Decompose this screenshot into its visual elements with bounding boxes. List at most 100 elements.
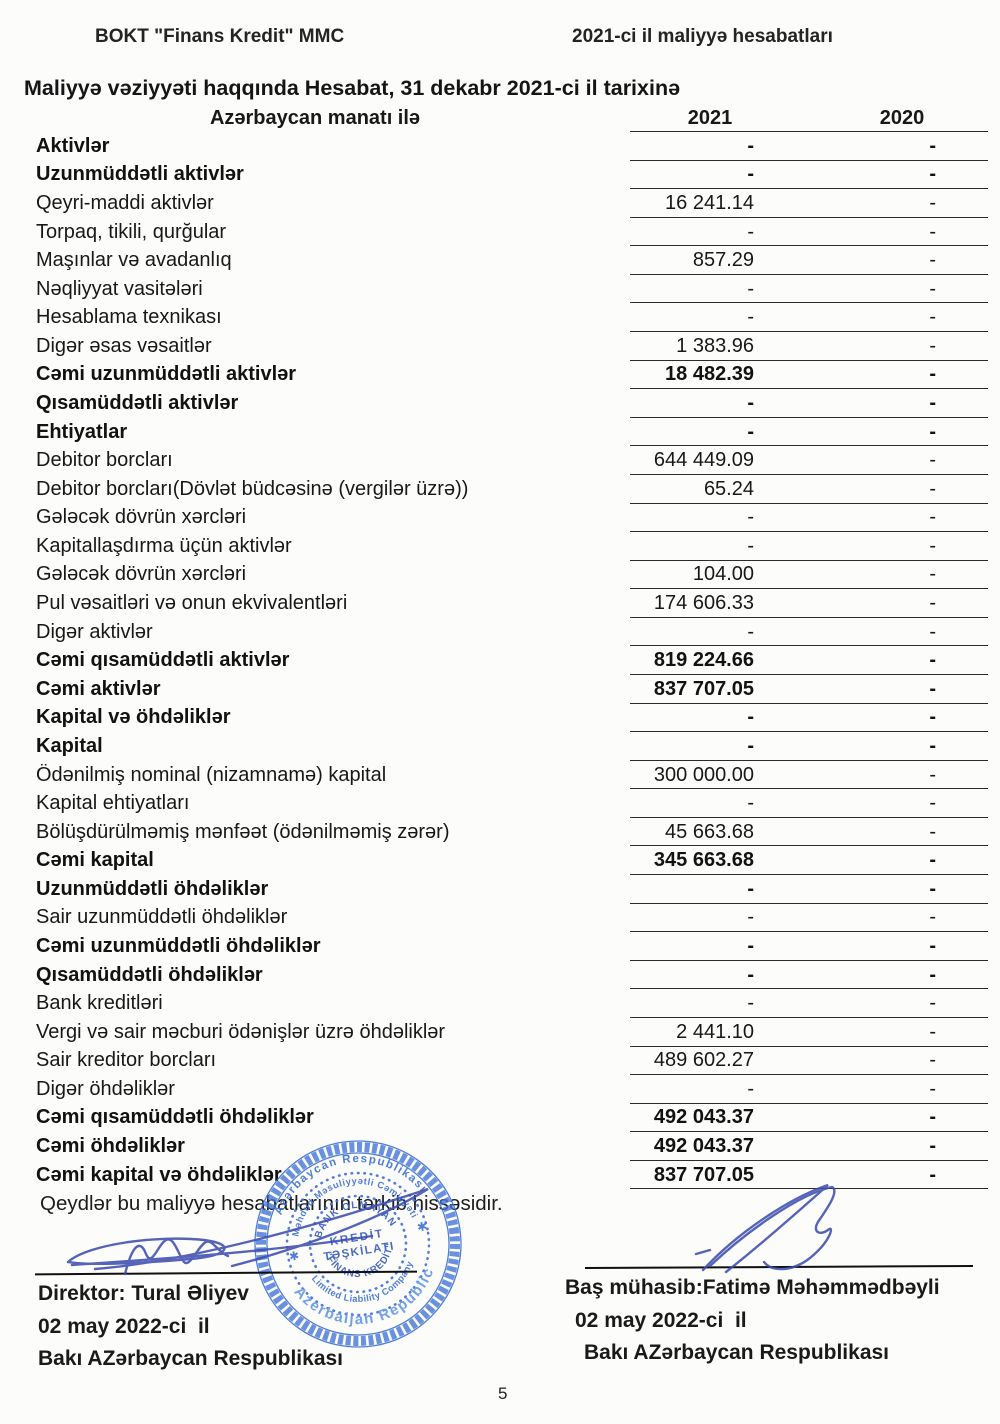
header-underline: [630, 131, 988, 132]
row-underline: [630, 1074, 988, 1076]
row-underline: [630, 559, 988, 561]
row-label: Pul vəsaitləri və onun ekvivalentləri: [36, 592, 348, 615]
value-2021: 345 663.68: [653, 849, 754, 872]
value-2021: -: [747, 534, 754, 557]
table-row: Ehtiyatlar - -: [0, 418, 988, 447]
value-2021: -: [747, 420, 754, 443]
table-row: Cəmi kapital 345 663.68 -: [0, 846, 988, 876]
row-label: Ehtiyatlar: [36, 420, 128, 443]
value-2020: -: [929, 306, 936, 329]
table-row: Kapital və öhdəliklər - -: [0, 704, 988, 733]
value-2021: -: [747, 963, 754, 986]
row-label: Torpaq, tikili, qurğular: [36, 220, 227, 243]
value-2021: 300 000.00: [653, 763, 754, 786]
value-2020: -: [929, 1020, 936, 1043]
row-label: Debitor borcları(Dövlət büdcəsinə (vergi…: [36, 477, 469, 500]
value-2021: 104.00: [692, 563, 754, 586]
row-underline: [630, 445, 988, 447]
table-row: Uzunmüddətli öhdəliklər - -: [0, 875, 988, 904]
row-underline: [630, 759, 988, 761]
row-label: Sair kreditor borcları: [36, 1049, 217, 1072]
report-set-title: 2021-ci il maliyyə hesabatları: [572, 26, 833, 47]
row-underline: [630, 616, 988, 618]
table-row: Aktivlər - -: [0, 132, 988, 161]
value-2020: -: [929, 363, 936, 386]
value-2021: 857.29: [692, 249, 754, 272]
row-label: Vergi və sair məcburi ödənişlər üzrə öhd…: [36, 1020, 446, 1043]
value-2020: -: [929, 163, 936, 186]
value-2020: -: [929, 877, 936, 900]
row-underline: [630, 159, 988, 161]
value-2021: 819 224.66: [653, 649, 754, 672]
table-row: Qısamüddətli öhdəliklər - -: [0, 961, 988, 990]
row-underline: [630, 874, 988, 876]
row-label: Nəqliyyat vasitələri: [36, 277, 203, 300]
row-label: Qısamüddətli aktivlər: [36, 391, 239, 414]
row-underline: [630, 359, 988, 361]
value-2021: -: [747, 620, 754, 643]
page-title: Maliyyə vəziyyəti haqqında Hesabat, 31 d…: [24, 76, 681, 100]
value-2021: -: [747, 934, 754, 957]
page-number: 5: [498, 1384, 508, 1403]
value-2021: -: [747, 277, 754, 300]
table-row: Cəmi kapital və öhdəliklər 837 707.05 -: [0, 1161, 988, 1190]
row-label: Kapital və öhdəliklər: [36, 706, 231, 729]
value-2021: -: [747, 906, 754, 929]
row-label: Bank kreditləri: [36, 992, 163, 1015]
value-2020: -: [929, 134, 936, 157]
row-label: Cəmi qısamüddətli öhdəliklər: [36, 1106, 314, 1129]
value-2021: -: [747, 163, 754, 186]
value-2020: -: [929, 906, 936, 929]
row-underline: [630, 1188, 988, 1190]
row-label: Bölüşdürülməmiş mənfəət (ödənilməmiş zər…: [36, 820, 450, 843]
value-2021: -: [747, 506, 754, 529]
column-header-2021: 2021: [687, 106, 733, 129]
table-row: Sair uzunmüddətli öhdəliklər - -: [0, 904, 988, 933]
director-name: Direktor: Tural Əliyev: [38, 1282, 249, 1305]
row-underline: [630, 673, 988, 675]
table-row: Digər aktivlər - -: [0, 618, 988, 647]
row-label: Gələcək dövrün xərcləri: [36, 506, 247, 529]
row-label: Digər öhdəliklər: [36, 1077, 175, 1100]
row-label: Cəmi kapital və öhdəliklər: [36, 1163, 282, 1186]
row-underline: [630, 816, 988, 818]
table-body: Aktivlər - - Uzunmüddətli aktivlər - - Q…: [0, 132, 988, 1190]
value-2020: -: [929, 1135, 936, 1158]
stamp-star-right-icon: ✱: [416, 1219, 428, 1234]
row-label: Hesablama texnikası: [36, 306, 222, 329]
table-row: Vergi və sair məcburi ödənişlər üzrə öhd…: [0, 1018, 988, 1047]
row-label: Digər əsas vəsaitlər: [36, 334, 212, 357]
table-row: Cəmi aktivlər 837 707.05 -: [0, 675, 988, 704]
table-row: Qeyri-maddi aktivlər 16 241.14 -: [0, 189, 988, 218]
row-underline: [630, 388, 988, 390]
table-row: Debitor borcları 644 449.09 -: [0, 446, 988, 475]
row-underline: [630, 1102, 988, 1104]
row-underline: [630, 1016, 988, 1018]
row-label: Maşınlar və avadanlıq: [36, 249, 232, 272]
value-2020: -: [929, 277, 936, 300]
row-label: Kapital: [36, 734, 103, 757]
row-label: Debitor borcları: [36, 449, 173, 472]
row-underline: [630, 702, 988, 704]
row-label: Kapital ehtiyatları: [36, 792, 190, 815]
table-row: Cəmi uzunmüddətli öhdəliklər - -: [0, 932, 988, 961]
table-row: Cəmi öhdəliklər 492 043.37 -: [0, 1132, 988, 1161]
row-underline: [630, 931, 988, 933]
row-underline: [630, 788, 988, 790]
table-row: Kapitallaşdırma üçün aktivlər - -: [0, 532, 988, 561]
value-2020: -: [929, 1049, 936, 1072]
director-location: Bakı AZərbaycan Respublikası: [38, 1347, 344, 1370]
row-label: Uzunmüddətli öhdəliklər: [36, 877, 269, 900]
row-underline: [630, 531, 988, 533]
value-2021: 18 482.39: [665, 363, 754, 386]
value-2021: -: [747, 1077, 754, 1100]
chief-accountant-block: Baş mühasib:Fatimə Məhəmmədbəyli 02 may …: [565, 1272, 940, 1370]
table-row: Cəmi uzunmüddətli aktivlər 18 482.39 -: [0, 361, 988, 390]
value-2020: -: [929, 220, 936, 243]
value-2020: -: [929, 506, 936, 529]
stamp-star-left-icon: ✱: [288, 1248, 300, 1263]
chief-accountant-date: 02 may 2022-ci il: [575, 1308, 747, 1332]
value-2021: 45 663.68: [665, 820, 754, 843]
value-2021: -: [747, 220, 754, 243]
